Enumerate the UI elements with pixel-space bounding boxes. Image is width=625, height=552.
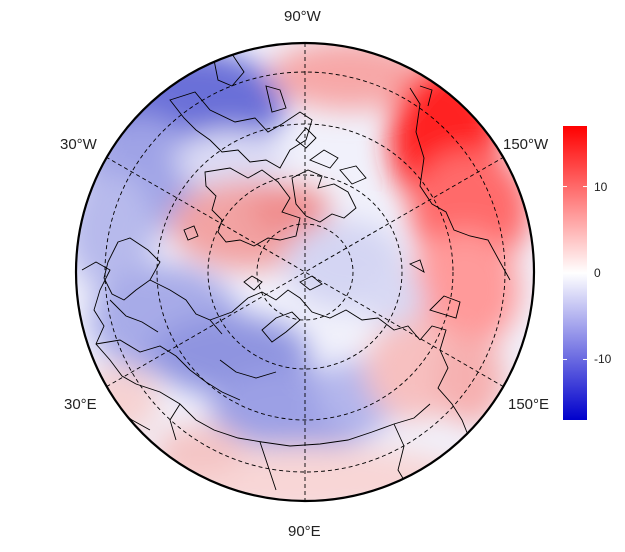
iceland-coast — [183, 225, 199, 241]
lon-label-90w: 90°W — [284, 8, 321, 25]
colorbar-tick-label: 10 — [594, 179, 608, 194]
map-boundary — [74, 41, 536, 503]
alaska-coast — [409, 87, 511, 281]
lon-label-30e: 30°E — [64, 396, 97, 413]
colorbar-ticks — [563, 186, 587, 360]
greenland-coast — [204, 167, 301, 247]
canadian-archipelago-coast — [291, 169, 357, 223]
lon-label-30w: 30°W — [60, 136, 97, 153]
north-america-east-coast — [169, 91, 313, 169]
latitude-circle-50 — [104, 71, 506, 473]
latitude-circle-70 — [207, 174, 403, 370]
latitude-circle-80 — [256, 223, 354, 321]
russia-arctic-coast — [209, 289, 421, 341]
graticule — [104, 43, 506, 501]
scandinavia-coast — [103, 237, 161, 301]
colorbar-tick-label: -10 — [594, 352, 612, 367]
east-siberia-coast — [419, 325, 471, 441]
lon-label-150e: 150°E — [508, 396, 550, 413]
lon-label-150w: 150°W — [503, 136, 549, 153]
europe-coast — [81, 261, 137, 385]
lon-label-90e: 90°E — [288, 523, 321, 540]
colorbar-tick-label: 0 — [594, 266, 601, 280]
latitude-circle-60 — [156, 123, 454, 421]
colorbar — [563, 126, 587, 420]
novaya-zemlya-coast — [261, 311, 301, 343]
asia-borders — [135, 383, 431, 447]
